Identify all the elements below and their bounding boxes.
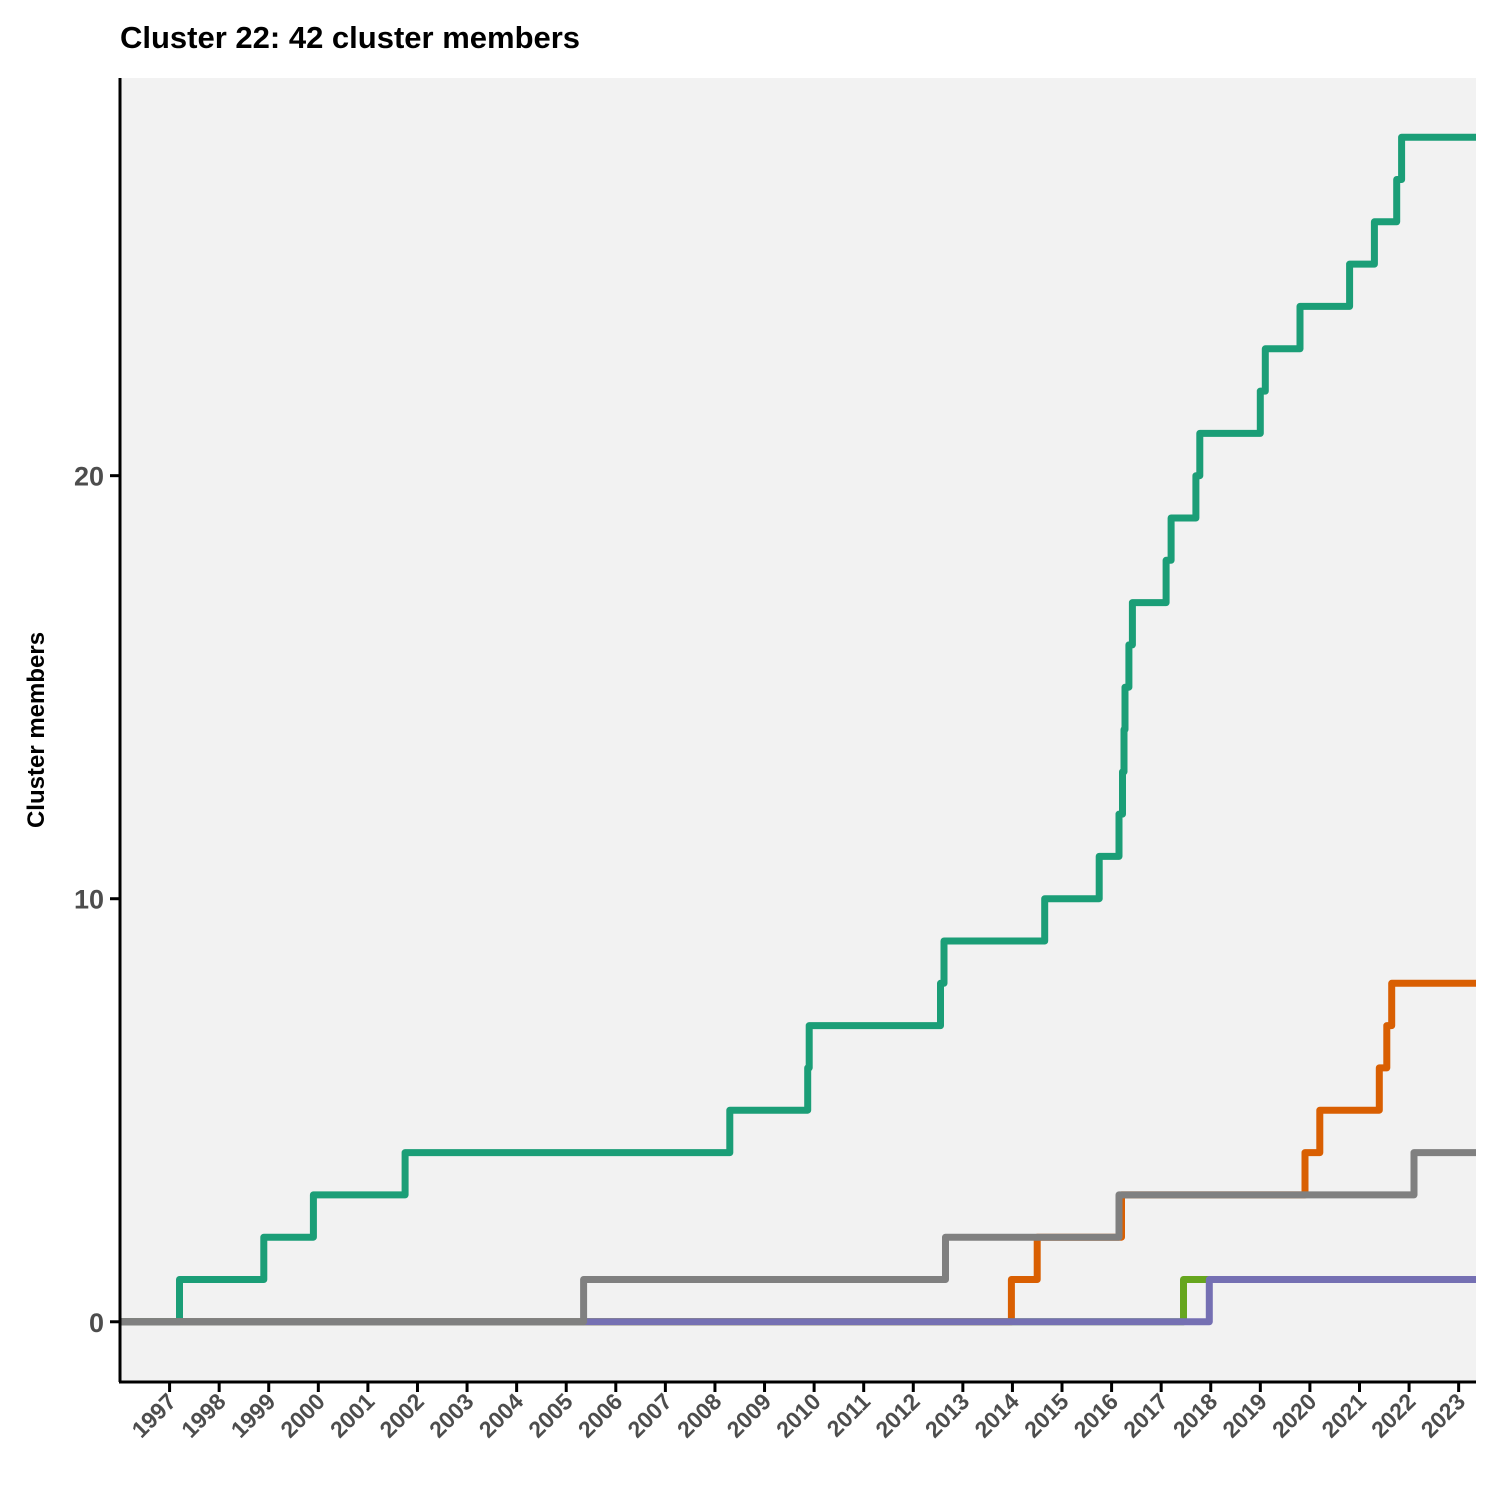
x-tick-label: 2019 xyxy=(1217,1388,1272,1443)
chart-title: Cluster 22: 42 cluster members xyxy=(120,20,580,55)
x-tick-label: 1997 xyxy=(127,1388,182,1443)
x-ticks: 1997199819992000200120022003200420052006… xyxy=(127,1382,1471,1443)
x-tick-label: 2017 xyxy=(1118,1388,1173,1443)
x-tick-label: 2021 xyxy=(1316,1388,1371,1443)
x-tick-label: 2022 xyxy=(1366,1388,1421,1443)
y-tick-label: 20 xyxy=(74,462,104,492)
x-tick-label: 2000 xyxy=(275,1388,330,1443)
x-tick-label: 2014 xyxy=(969,1388,1024,1443)
y-axis-label: Cluster members xyxy=(23,632,50,828)
y-tick-label: 0 xyxy=(89,1308,104,1338)
x-tick-label: 2015 xyxy=(1019,1388,1074,1443)
x-tick-label: 2007 xyxy=(622,1388,677,1443)
x-tick-label: 2023 xyxy=(1416,1388,1471,1443)
y-tick-label: 10 xyxy=(74,885,104,915)
series-line-2 xyxy=(120,979,1476,1326)
plot-background xyxy=(120,78,1476,1381)
x-tick-label: 1999 xyxy=(226,1388,281,1443)
series-layer xyxy=(120,133,1476,1326)
series-line-5 xyxy=(120,1149,1476,1326)
x-tick-label: 2013 xyxy=(920,1388,975,1443)
x-tick-label: 2010 xyxy=(771,1388,826,1443)
x-tick-label: 2018 xyxy=(1168,1388,1223,1443)
series-line-1 xyxy=(120,133,1476,1326)
x-tick-label: 2004 xyxy=(474,1388,529,1443)
x-tick-label: 2012 xyxy=(870,1388,925,1443)
x-tick-label: 2001 xyxy=(325,1388,380,1443)
x-tick-label: 2005 xyxy=(523,1388,578,1443)
x-tick-label: 2002 xyxy=(374,1388,429,1443)
x-tick-label: 2003 xyxy=(424,1388,479,1443)
x-tick-label: 2016 xyxy=(1069,1388,1124,1443)
y-ticks: 0 10 20 xyxy=(74,462,120,1338)
x-tick-label: 1998 xyxy=(176,1388,231,1443)
x-tick-label: 2020 xyxy=(1267,1388,1322,1443)
series-line-4 xyxy=(120,1276,1476,1326)
x-tick-label: 2008 xyxy=(672,1388,727,1443)
x-tick-label: 2009 xyxy=(722,1388,777,1443)
x-tick-label: 2006 xyxy=(573,1388,628,1443)
x-tick-label: 2011 xyxy=(822,1388,876,1442)
